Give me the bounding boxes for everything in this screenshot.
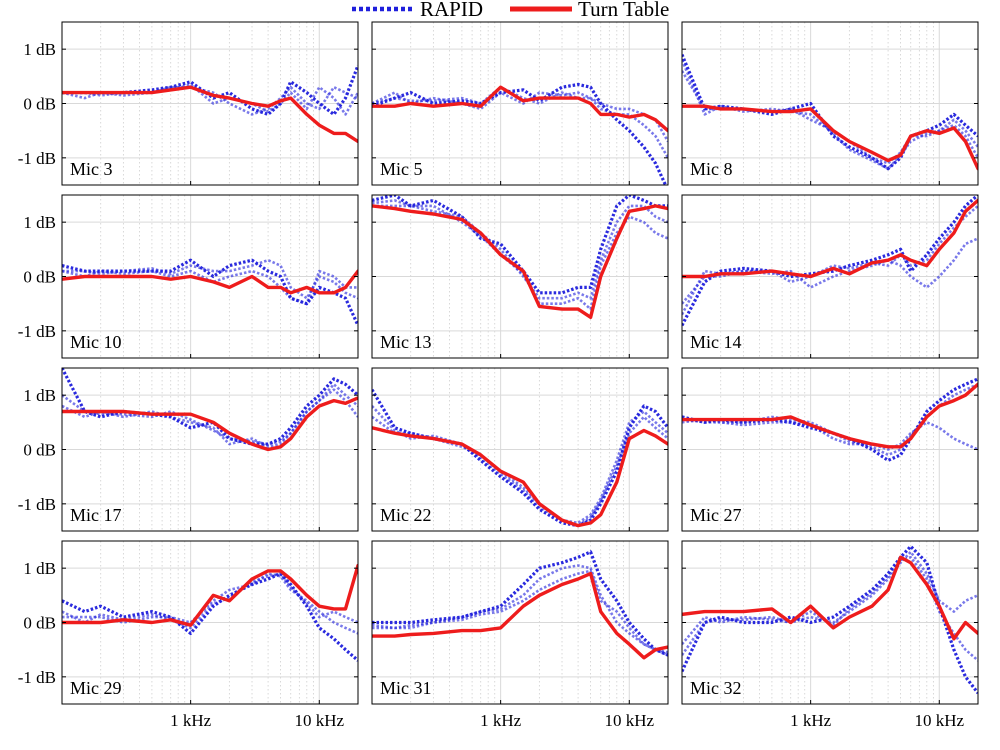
rapid-series-line (62, 368, 358, 446)
rapid-series-line (682, 237, 978, 305)
rapid-series-line (62, 269, 358, 306)
y-tick-label: -1 dB (18, 149, 56, 168)
turn-table-series-line (62, 85, 358, 144)
legend-rapid-label: RAPID (420, 0, 483, 21)
panel-label: Mic 31 (380, 678, 432, 698)
x-tick-label: 10 kHz (914, 711, 964, 730)
x-tick-label: 1 kHz (790, 711, 832, 730)
panel-label: Mic 13 (380, 332, 432, 352)
panel-mic-5: Mic 5 (371, 21, 669, 186)
y-tick-label: -1 dB (18, 322, 56, 341)
panel-mic-27: Mic 27 (681, 367, 979, 532)
x-tick-label: 10 kHz (294, 711, 344, 730)
turn-table-series-line (372, 426, 668, 528)
legend-turn-table-label: Turn Table (578, 0, 669, 21)
y-tick-label: 1 dB (23, 213, 56, 232)
series-group (682, 53, 978, 171)
panel-mic-17: 1 dB 0 dB -1 dB Mic 17 (18, 367, 359, 532)
panel-mic-8: Mic 8 (681, 21, 979, 186)
panel-label: Mic 17 (70, 505, 122, 525)
rapid-series-line (62, 83, 358, 116)
turn-table-series-line (682, 198, 978, 279)
panel-mic-13: Mic 13 (371, 194, 669, 359)
series-group (62, 563, 358, 662)
panel-mic-31: 1 kHz 10 kHz Mic 31 (371, 540, 669, 730)
rapid-series-line (682, 70, 978, 165)
rapid-series-line (372, 91, 668, 143)
y-tick-label: -1 dB (18, 668, 56, 687)
series-group (682, 195, 978, 327)
panel-mic-10: 1 dB 0 dB -1 dB Mic 10 (18, 194, 359, 359)
y-tick-label: 0 dB (23, 268, 56, 287)
series-group (372, 82, 668, 185)
series-group (682, 544, 978, 695)
panel-label: Mic 27 (690, 505, 742, 525)
panel-mic-22: Mic 22 (371, 367, 669, 532)
rapid-series-line (372, 195, 668, 295)
turn-table-series-line (372, 571, 668, 660)
rapid-series-line (682, 195, 978, 327)
turn-table-series-line (372, 204, 668, 319)
rapid-series-line (682, 544, 978, 695)
rapid-series-line (62, 85, 358, 116)
legend: RAPID Turn Table (352, 0, 669, 21)
rapid-series-line (682, 59, 978, 170)
panel-label: Mic 14 (690, 332, 742, 352)
panel-mic-3: 1 dB 0 dB -1 dB Mic 3 (18, 21, 359, 186)
panel-mic-32: 1 kHz 10 kHz Mic 32 (681, 540, 979, 730)
turn-table-series-line (62, 269, 358, 295)
series-group (682, 377, 978, 462)
turn-table-series-line (682, 555, 978, 641)
panel-label: Mic 3 (70, 159, 113, 179)
turn-table-series-line (682, 104, 978, 171)
rapid-series-line (372, 204, 668, 300)
series-group (372, 388, 668, 528)
y-tick-label: 1 dB (23, 386, 56, 405)
rapid-series-line (62, 258, 358, 327)
y-tick-label: 1 dB (23, 40, 56, 59)
rapid-series-line (682, 377, 978, 462)
series-group (62, 258, 358, 327)
turn-table-series-line (62, 396, 358, 452)
turn-table-series-line (62, 563, 358, 627)
y-tick-label: 0 dB (23, 441, 56, 460)
series-group (62, 64, 358, 144)
panels: 1 dB 0 dB -1 dB Mic 3 Mic 5 Mic 8 1 dB 0 dB -1 d… (18, 21, 979, 730)
panel-label: Mic 5 (380, 159, 423, 179)
rapid-series-line (62, 572, 358, 635)
rapid-series-line (372, 199, 668, 311)
panel-label: Mic 22 (380, 505, 432, 525)
series-group (62, 368, 358, 452)
x-tick-label: 1 kHz (480, 711, 522, 730)
rapid-series-line (682, 204, 978, 316)
y-tick-label: -1 dB (18, 495, 56, 514)
x-tick-label: 10 kHz (604, 711, 654, 730)
panel-mic-29: 1 dB 0 dB -1 dB 1 kHz 10 kHz Mic 29 (18, 540, 359, 730)
panel-label: Mic 32 (690, 678, 742, 698)
x-tick-label: 1 kHz (170, 711, 212, 730)
rapid-series-line (682, 53, 978, 171)
turn-table-series-line (682, 382, 978, 449)
panel-label: Mic 29 (70, 678, 122, 698)
panel-label: Mic 10 (70, 332, 122, 352)
panel-mic-14: Mic 14 (681, 194, 979, 359)
y-tick-label: 0 dB (23, 95, 56, 114)
y-tick-label: 0 dB (23, 614, 56, 633)
panel-label: Mic 8 (690, 159, 733, 179)
y-tick-label: 1 dB (23, 559, 56, 578)
turn-table-series-line (372, 85, 668, 133)
series-group (372, 195, 668, 319)
series-group (372, 550, 668, 660)
